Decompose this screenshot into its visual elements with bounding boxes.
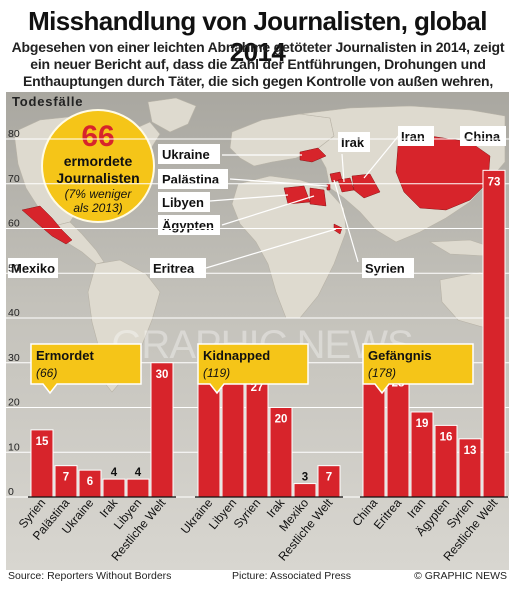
source-note: Source: Reporters Without Borders [8,570,172,582]
label-eritrea: Eritrea [153,261,195,276]
leader-lines [205,133,401,269]
bar-value-label: 7 [326,472,332,484]
bar-value-label: 27 [251,382,264,394]
leader-syrien [333,179,359,263]
bar-value-label: 3 [302,472,308,484]
label-china: China [464,129,501,144]
bar [386,371,410,498]
label-syrien: Syrien [365,261,405,276]
y-tick-label: 80 [8,128,20,140]
bar [150,362,174,498]
bar-value-label: 19 [416,418,429,430]
bar-value-label: 30 [156,369,169,381]
leader-palaestina [229,178,329,187]
leader-irak [341,153,345,183]
bar-value-label: 20 [275,414,288,426]
y-tick-label: 30 [8,352,20,364]
chart-bars [28,169,508,498]
chart-title: Misshandlung von Journalisten, global 20… [28,6,487,67]
bar-value-label: 16 [440,431,453,443]
y-tick-label: 60 [8,218,20,230]
label-iran: Iran [401,129,425,144]
country-palaestina [326,183,331,191]
bar [102,478,126,498]
y-tick-label: 0 [8,486,14,498]
panel-label-box [362,343,474,395]
publisher-credit: © GRAPHIC NEWS [414,570,507,582]
y-tick-label: 70 [8,173,20,185]
y-tick-label: 50 [8,262,20,274]
infographic-figure: Todesfälle 66 ermordete Journalisten (7%… [6,92,509,570]
label-palaestina: Palästina [162,172,220,187]
bar-value-label: 73 [488,176,501,188]
callout-line1: ermordete [64,153,133,169]
leader-eritrea [205,228,337,269]
label-libyen: Libyen [162,195,204,210]
map-heading: Todesfälle [12,94,83,109]
bar [293,483,317,498]
leader-libyen [209,194,289,202]
label-aegypten: Ägypten [162,218,214,233]
chart-panel-labels: Ermordet (66) Kidnapped (119) Gefängnis (178) [30,343,474,395]
label-ukraine: Ukraine [162,147,210,162]
panel-sublabel: (178) [368,366,396,380]
callout-note1: (7% weniger [65,187,133,201]
country-ukraine [299,147,327,163]
panel-label-box [30,343,142,395]
panel-sublabel: (119) [203,366,230,380]
bar-value-label: 6 [87,476,93,488]
bar-value-label: 13 [464,445,477,457]
callout-note2: als 2013) [73,201,122,215]
country-china [395,135,491,211]
bar [482,169,506,498]
panel-sublabel: (66) [36,366,57,380]
callout-number: 66 [81,120,114,153]
leader-aegypten [221,195,315,226]
leader-iran [363,133,401,179]
bar [221,366,245,498]
panel-label: Ermordet [36,348,94,363]
y-tick-label: 20 [8,397,20,409]
label-mexiko: Mexiko [11,261,55,276]
bar [126,478,150,498]
bar-value-label: 4 [135,467,142,479]
highlighted-countries [21,135,491,245]
y-tick-label: 40 [8,307,20,319]
country-aegypten [309,187,327,207]
landmass-central-america [53,221,105,265]
label-irak: Irak [341,135,365,150]
panel-label: Kidnapped [203,348,270,363]
landmass-greenland [147,97,197,133]
bar-value-label: 4 [111,467,118,479]
panel-label-box [197,343,309,395]
bar-value-label: 15 [36,436,49,448]
bar-value-label: 7 [63,472,69,484]
picture-credit: Picture: Associated Press [232,570,352,582]
murdered-callout: 66 ermordete Journalisten (7% weniger al… [41,109,155,223]
y-tick-label: 10 [8,441,20,453]
panel-label: Gefängnis [368,348,432,363]
bar [245,375,269,498]
callout-line2: Journalisten [56,170,139,186]
